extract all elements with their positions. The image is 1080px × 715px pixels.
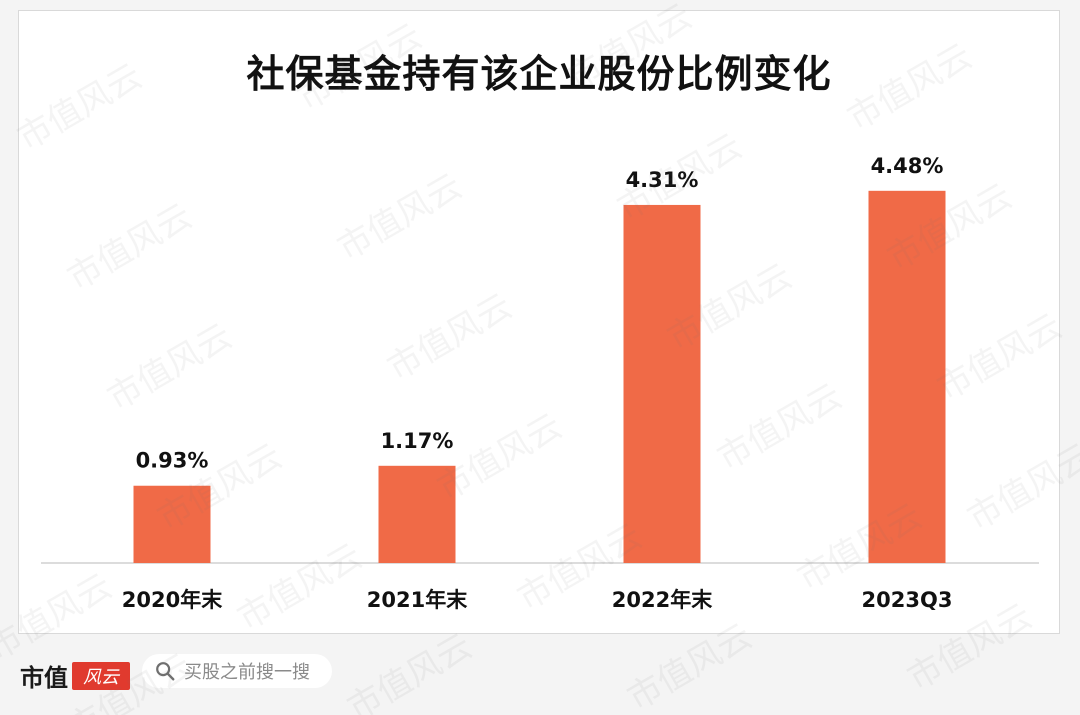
x-tick-label-3: 2023Q3 — [862, 588, 953, 612]
bar-2 — [623, 204, 701, 563]
x-tick-label-0: 2020年末 — [122, 588, 223, 612]
x-tick-label-1: 2021年末 — [367, 588, 468, 612]
chart-title: 社保基金持有该企业股份比例变化 — [246, 52, 832, 96]
bar-3 — [868, 190, 946, 564]
brand-name: 市值 — [20, 663, 68, 692]
chart-card: 社保基金持有该企业股份比例变化 0.93% 2020年末 1.17% 2021年末 4.… — [18, 10, 1060, 634]
x-tick-label-2: 2022年末 — [612, 588, 713, 612]
search-icon — [156, 662, 175, 681]
data-label-1: 1.17% — [381, 429, 454, 453]
search-input[interactable]: 买股之前搜一搜 — [142, 654, 332, 688]
search-placeholder: 买股之前搜一搜 — [184, 662, 310, 683]
data-label-2: 4.31% — [626, 168, 699, 192]
bar-chart: 0.93% 2020年末 1.17% 2021年末 4.31% 2022年末 4.48% 20… — [41, 154, 1039, 612]
bar-1 — [378, 465, 456, 563]
bar-0 — [133, 485, 211, 563]
brand-logo-mark: 风云 — [72, 661, 130, 690]
footer-bar: 市值 风云 买股之前搜一搜 — [0, 634, 1080, 715]
brand-logo[interactable]: 市值 风云 — [20, 658, 130, 693]
data-label-3: 4.48% — [871, 154, 944, 178]
data-label-0: 0.93% — [136, 449, 209, 473]
